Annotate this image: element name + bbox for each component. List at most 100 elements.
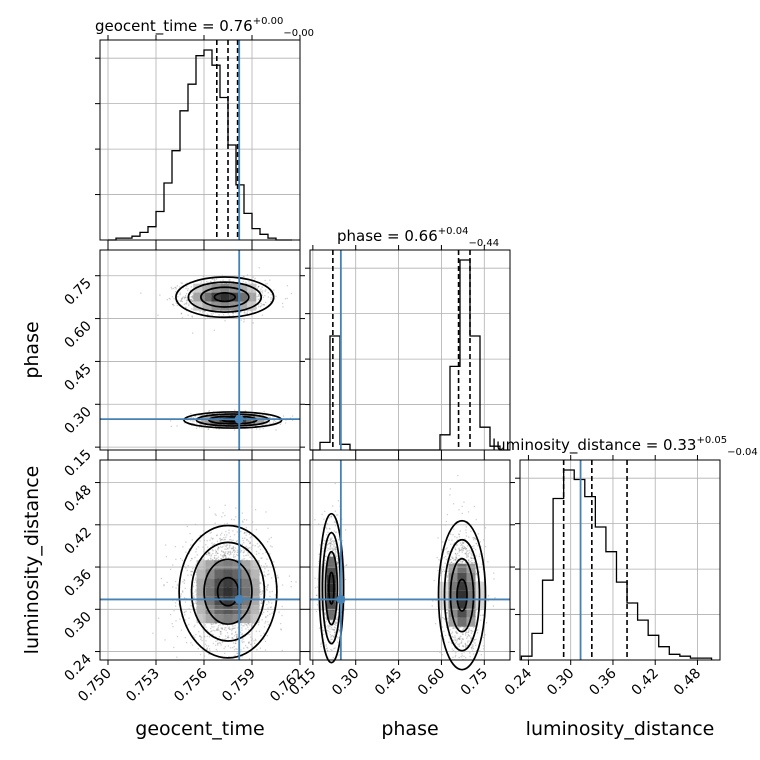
sample-point — [165, 556, 168, 558]
sample-point — [331, 553, 333, 555]
sample-point — [246, 310, 249, 312]
sample-point — [223, 543, 225, 545]
sample-point — [218, 428, 220, 430]
sample-point — [249, 633, 251, 636]
sample-point — [206, 313, 208, 315]
sample-point — [289, 417, 292, 419]
sample-point — [189, 296, 191, 298]
sample-point — [236, 541, 238, 543]
sample-point — [190, 416, 192, 418]
sample-point — [240, 319, 242, 321]
sample-point — [333, 635, 336, 638]
sample-point — [258, 306, 260, 308]
sample-point — [227, 636, 229, 639]
sample-point — [211, 544, 214, 547]
sample-point — [222, 545, 224, 548]
sample-point — [176, 635, 179, 638]
sample-point — [331, 621, 333, 623]
sample-point — [327, 630, 329, 632]
sample-point — [330, 538, 332, 540]
density-cell — [202, 292, 212, 302]
sample-point — [326, 544, 328, 546]
sample-point — [171, 303, 174, 306]
sample-point — [240, 624, 242, 626]
sample-point — [217, 642, 219, 644]
sample-point — [223, 424, 225, 426]
sample-point — [232, 530, 234, 532]
sample-point — [180, 595, 182, 597]
sample-point — [268, 421, 271, 423]
density-cell — [223, 569, 233, 579]
sample-point — [205, 413, 208, 416]
sample-point — [180, 300, 182, 302]
density-cell — [223, 614, 233, 624]
sample-point — [220, 558, 222, 560]
density-cell — [214, 569, 224, 579]
density-cell — [250, 614, 260, 624]
sample-point — [221, 538, 223, 540]
sample-point — [270, 577, 273, 579]
sample-point — [260, 593, 262, 596]
sample-point — [327, 539, 329, 542]
sample-point — [222, 556, 225, 558]
sample-point — [270, 606, 272, 608]
sample-point — [241, 632, 243, 635]
sample-point — [220, 539, 222, 541]
sample-point — [337, 500, 340, 502]
sample-point — [227, 636, 229, 639]
sample-point — [320, 645, 322, 648]
sample-point — [183, 597, 186, 599]
sample-point — [174, 286, 176, 289]
sample-point — [243, 518, 245, 521]
sample-point — [239, 651, 241, 654]
sample-point — [175, 620, 177, 622]
sample-point — [258, 299, 260, 301]
sample-point — [250, 310, 252, 312]
sample-point — [210, 555, 212, 557]
sample-point — [274, 421, 277, 423]
sample-point — [225, 626, 227, 629]
sample-point — [255, 528, 257, 531]
sample-point — [191, 315, 193, 317]
sample-point — [208, 506, 211, 508]
sample-point — [284, 298, 287, 300]
sample-point — [202, 310, 204, 312]
sample-point — [179, 300, 181, 302]
sample-point — [225, 556, 227, 558]
sample-point — [318, 627, 321, 629]
sample-point — [245, 549, 248, 552]
sample-point — [335, 546, 337, 549]
sample-point — [175, 286, 177, 289]
sample-point — [218, 559, 220, 561]
sample-point — [262, 427, 264, 430]
sample-point — [160, 577, 162, 580]
sample-point — [217, 644, 219, 646]
sample-point — [290, 586, 292, 588]
density-cell — [205, 560, 215, 570]
sample-point — [330, 619, 332, 621]
sample-point — [275, 295, 277, 297]
sample-point — [259, 297, 261, 299]
sample-point — [231, 310, 233, 312]
sample-point — [250, 624, 253, 626]
sample-point — [324, 611, 327, 613]
sample-point — [267, 610, 269, 613]
sample-point — [213, 555, 216, 557]
sample-point — [152, 632, 154, 634]
sample-point — [184, 296, 186, 299]
sample-point — [212, 543, 215, 546]
sample-point — [328, 527, 331, 530]
sample-point — [314, 587, 317, 589]
sample-point — [166, 581, 168, 584]
sample-point — [228, 656, 230, 658]
sample-point — [280, 628, 282, 630]
sample-point — [178, 286, 181, 288]
sample-point — [318, 553, 320, 556]
sample-point — [205, 626, 207, 628]
sample-point — [229, 538, 231, 541]
sample-point — [188, 608, 190, 610]
sample-point — [218, 629, 220, 631]
sample-point — [229, 554, 231, 556]
sample-point — [193, 581, 196, 584]
sample-point — [196, 422, 198, 424]
